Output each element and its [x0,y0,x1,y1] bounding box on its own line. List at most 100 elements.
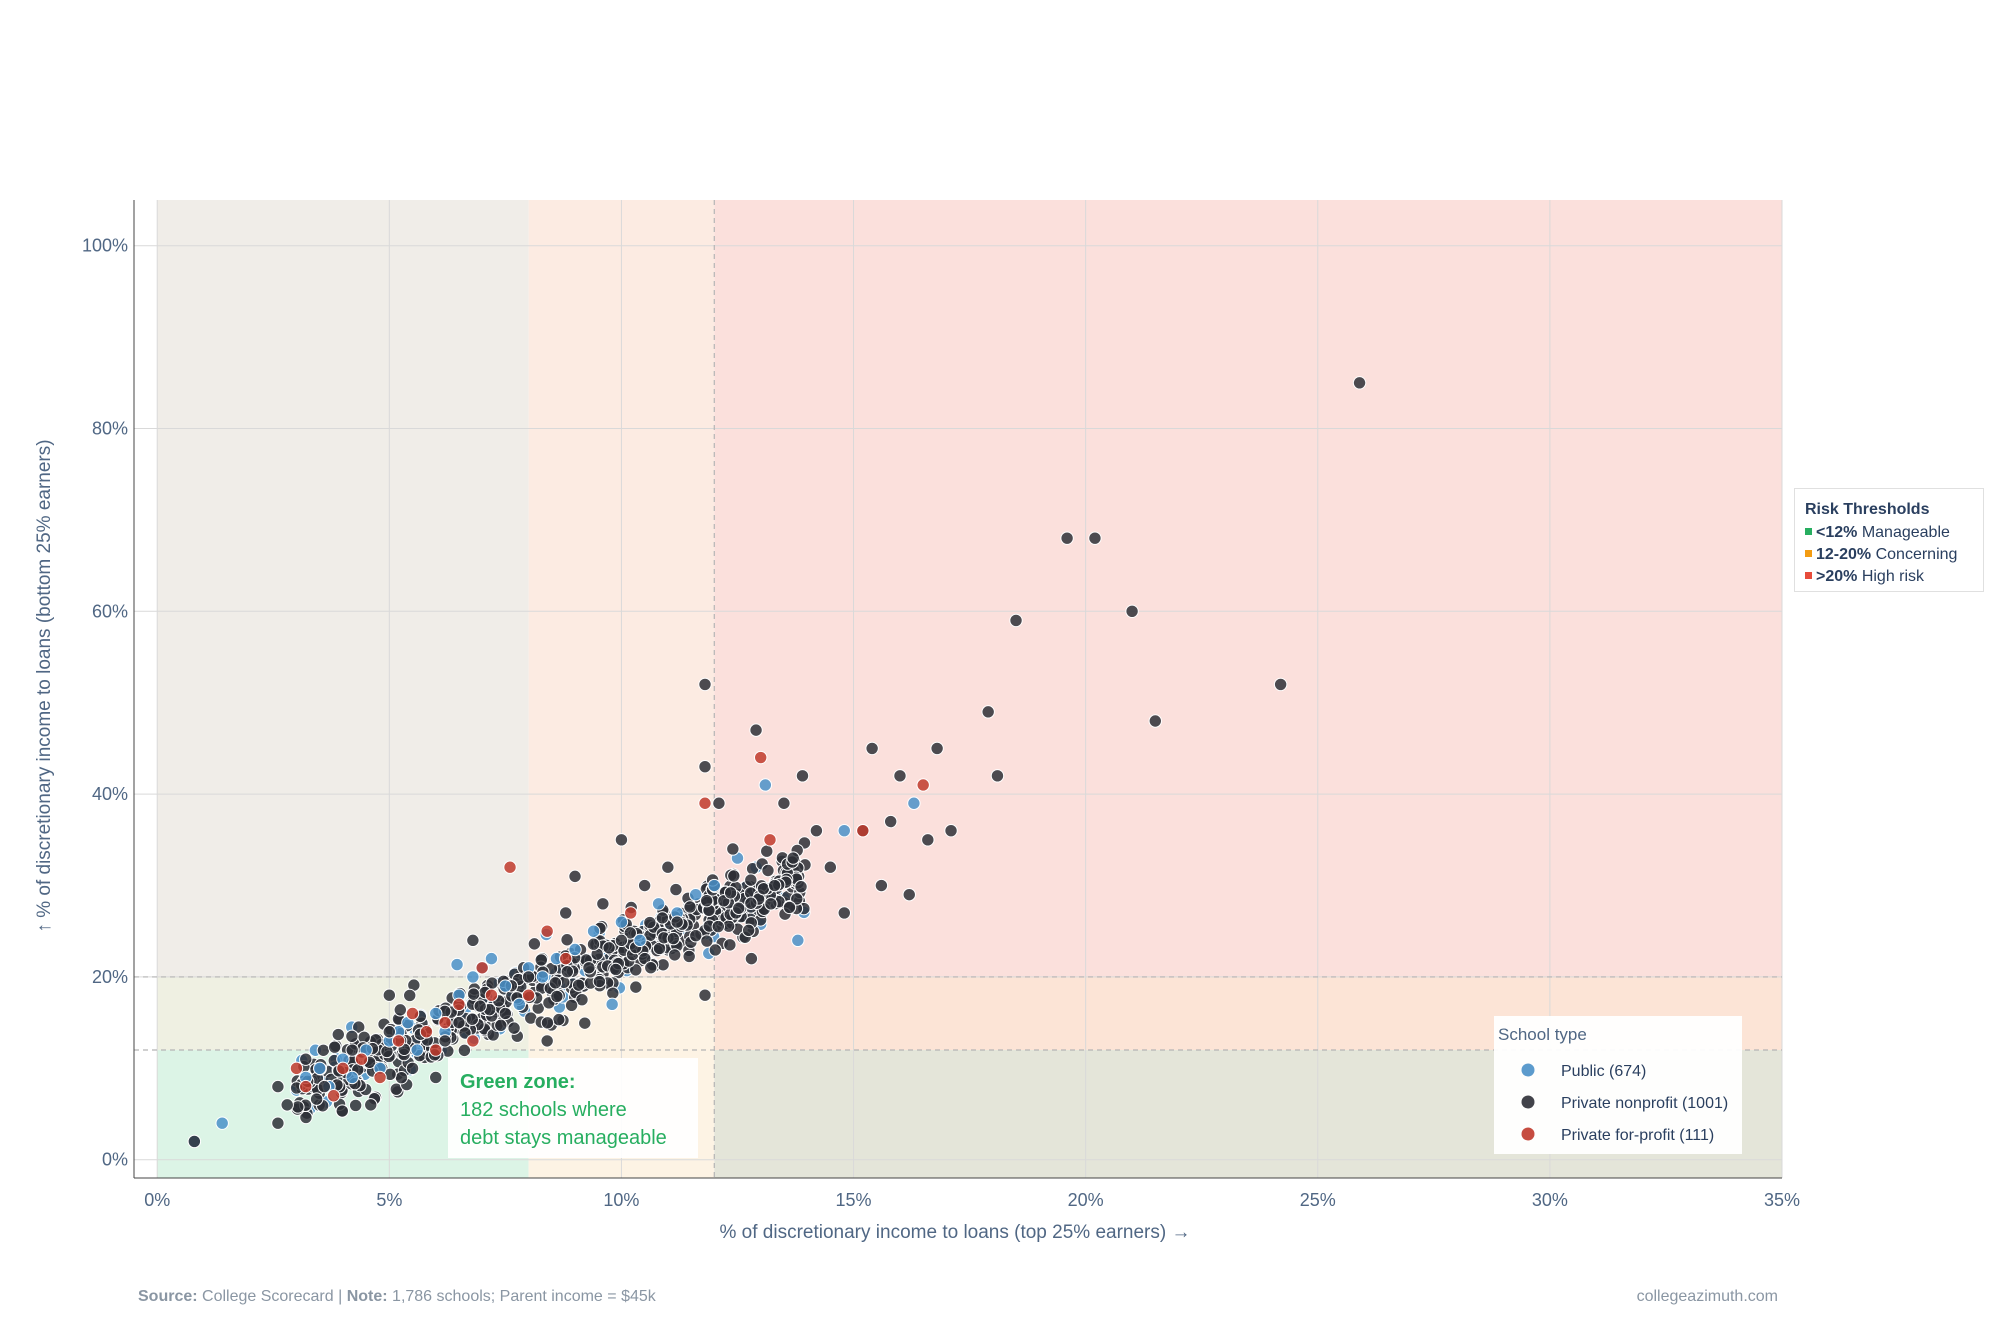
private-nonprofit-point [623,926,637,940]
private-nonprofit-point [560,933,574,947]
private-for-profit-point [373,1070,387,1085]
green-square-icon [1805,528,1812,535]
private-nonprofit-point [309,1092,324,1106]
private-for-profit-point [419,1025,434,1039]
private-nonprofit-point [457,1043,472,1058]
risk-row-concerning: 12-20% Concerning [1805,544,1973,566]
private-nonprofit-point [744,951,759,966]
x-tick-label: 0% [144,1190,170,1210]
private-nonprofit-point [606,986,620,1000]
private-nonprofit-point [1009,613,1023,628]
private-nonprofit-point [794,880,808,894]
private-for-profit-point [754,750,768,765]
public-point [651,897,666,911]
public-point [605,997,619,1012]
private-nonprofit-point [1088,531,1102,545]
private-nonprofit-point [592,974,607,989]
private-nonprofit-point [382,988,397,1002]
private-nonprofit-point [494,1018,508,1033]
private-nonprofit-point [345,1029,359,1043]
private-nonprofit-point [331,1027,345,1042]
private-nonprofit-point [299,1052,313,1066]
y-tick-label: 100% [82,236,128,256]
private-nonprofit-point [466,933,480,948]
public-point [633,933,647,948]
private-nonprofit-point [760,844,774,858]
private-for-profit-point [336,1061,350,1076]
private-nonprofit-point [394,1070,409,1085]
private-nonprofit-point [364,1098,378,1112]
private-nonprofit-point [568,869,582,884]
private-nonprofit-point [698,988,712,1002]
private-nonprofit-point [548,976,563,990]
private-nonprofit-point [187,1134,202,1149]
legend-marker [1521,1127,1535,1141]
private-for-profit-point [559,951,573,966]
public-point [707,878,721,893]
private-nonprofit-point [521,970,536,984]
private-nonprofit-point [669,882,683,897]
private-nonprofit-point [316,1043,331,1057]
private-nonprofit-point [741,923,756,938]
private-nonprofit-point [767,878,782,893]
private-nonprofit-point [348,1098,363,1113]
legend-background [1494,1016,1742,1154]
private-nonprofit-point [352,1020,366,1034]
private-nonprofit-point [700,934,714,948]
private-nonprofit-point [438,1034,452,1048]
private-nonprofit-point [345,1043,359,1057]
private-nonprofit-point [602,941,616,955]
public-point [907,796,921,810]
legend-item-label: Private for-profit (111) [1561,1127,1714,1144]
private-nonprofit-point [644,961,658,975]
y-tick-label: 0% [102,1150,128,1170]
private-nonprofit-point [1060,531,1074,545]
private-nonprofit-point [708,943,722,957]
footer-source: Source: College Scorecard | Note: 1,786 … [138,1288,656,1306]
private-nonprofit-point [473,999,487,1013]
private-nonprofit-point [540,1016,555,1030]
private-nonprofit-point [683,900,697,914]
private-nonprofit-point [865,741,879,756]
public-point [410,1043,424,1057]
private-for-profit-point [391,1034,406,1048]
private-nonprofit-point [552,1012,566,1027]
private-nonprofit-point [271,1116,285,1130]
note-text: 1,786 schools; Parent income = $45k [387,1288,656,1305]
public-point [450,957,464,972]
private-nonprofit-point [682,949,696,964]
y-tick-label: 60% [92,601,128,621]
public-point [689,887,703,902]
private-nonprofit-point [777,796,791,810]
private-for-profit-point [624,906,638,920]
private-nonprofit-point [586,937,601,951]
private-nonprofit-point [756,882,771,896]
private-for-profit-point [521,988,536,1002]
green-zone-line-1: 182 schools where [460,1099,627,1121]
public-point [498,979,513,993]
green-zone-line-2: debt stays manageable [460,1127,667,1149]
private-nonprofit-point [327,1040,342,1054]
private-for-profit-point [503,860,517,874]
private-nonprofit-point [540,1034,554,1048]
private-nonprofit-point [507,1021,521,1035]
y-tick-label: 20% [92,967,128,987]
x-axis-title: % of discretionary income to loans (top … [720,1222,1191,1243]
private-nonprofit-point [629,963,643,977]
public-point [586,924,601,938]
private-nonprofit-point [559,906,573,920]
green-zone-annotation: Green zone: 182 schools where debt stays… [448,1058,698,1158]
legend-item-label: Private nonprofit (1001) [1561,1095,1728,1112]
private-nonprofit-point [883,814,898,829]
private-nonprofit-point [382,1025,397,1039]
private-for-profit-point [429,1043,443,1057]
private-nonprofit-point [698,759,712,774]
private-nonprofit-point [534,953,548,967]
private-nonprofit-point [393,1003,408,1017]
private-for-profit-point [354,1052,369,1066]
private-nonprofit-point [699,893,714,908]
axes [133,200,1782,1179]
private-for-profit-point [856,823,870,838]
private-nonprofit-point [670,915,684,929]
